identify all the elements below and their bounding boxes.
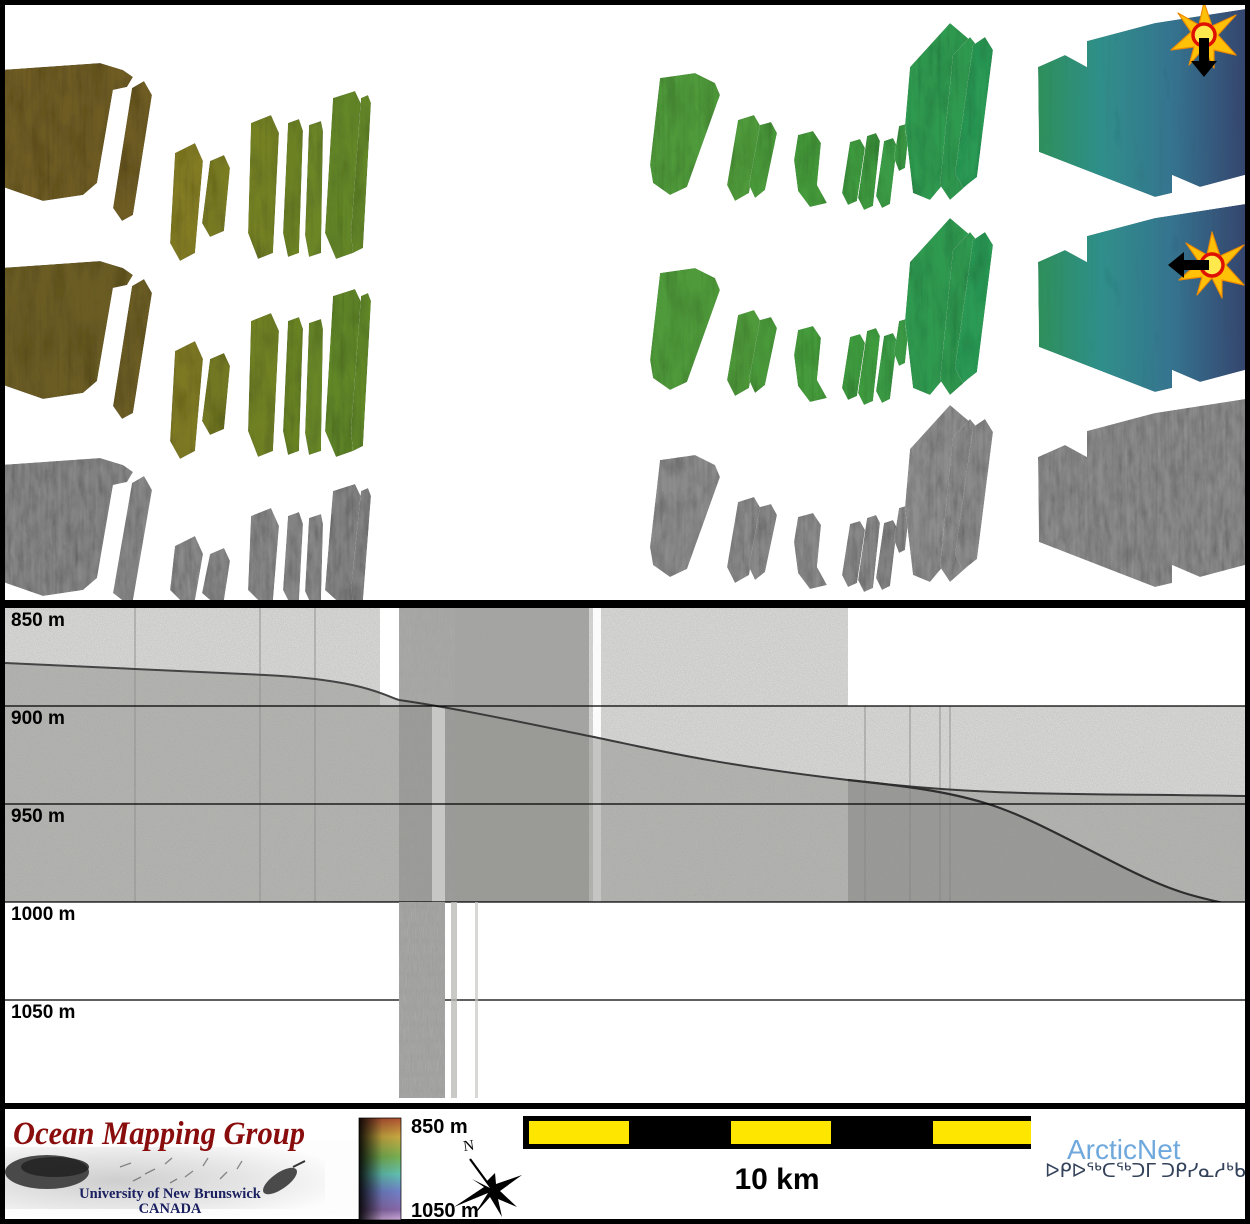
svg-text:950 m: 950 m (11, 806, 65, 827)
svg-text:10 km: 10 km (734, 1163, 819, 1196)
svg-text:N: N (462, 1138, 475, 1155)
svg-text:1000 m: 1000 m (11, 904, 75, 925)
svg-text:University of New Brunswick: University of New Brunswick (79, 1186, 262, 1202)
svg-text:1050 m: 1050 m (11, 1002, 75, 1023)
svg-text:900 m: 900 m (11, 708, 65, 729)
svg-text:CANADA: CANADA (139, 1201, 202, 1217)
svg-text:1050 m: 1050 m (411, 1200, 479, 1222)
svg-text:Ocean Mapping Group: Ocean Mapping Group (13, 1116, 305, 1152)
svg-text:ᐅᑭᐅᖅᑕᖅᑐᒥ ᑐᑭᓯᓇᓱᒃᑲᓂᖅ: ᐅᑭᐅᖅᑕᖅᑐᒥ ᑐᑭᓯᓇᓱᒃᑲᓂᖅ (1045, 1161, 1245, 1182)
svg-text:850 m: 850 m (411, 1116, 468, 1138)
svg-text:850 m: 850 m (11, 610, 65, 631)
